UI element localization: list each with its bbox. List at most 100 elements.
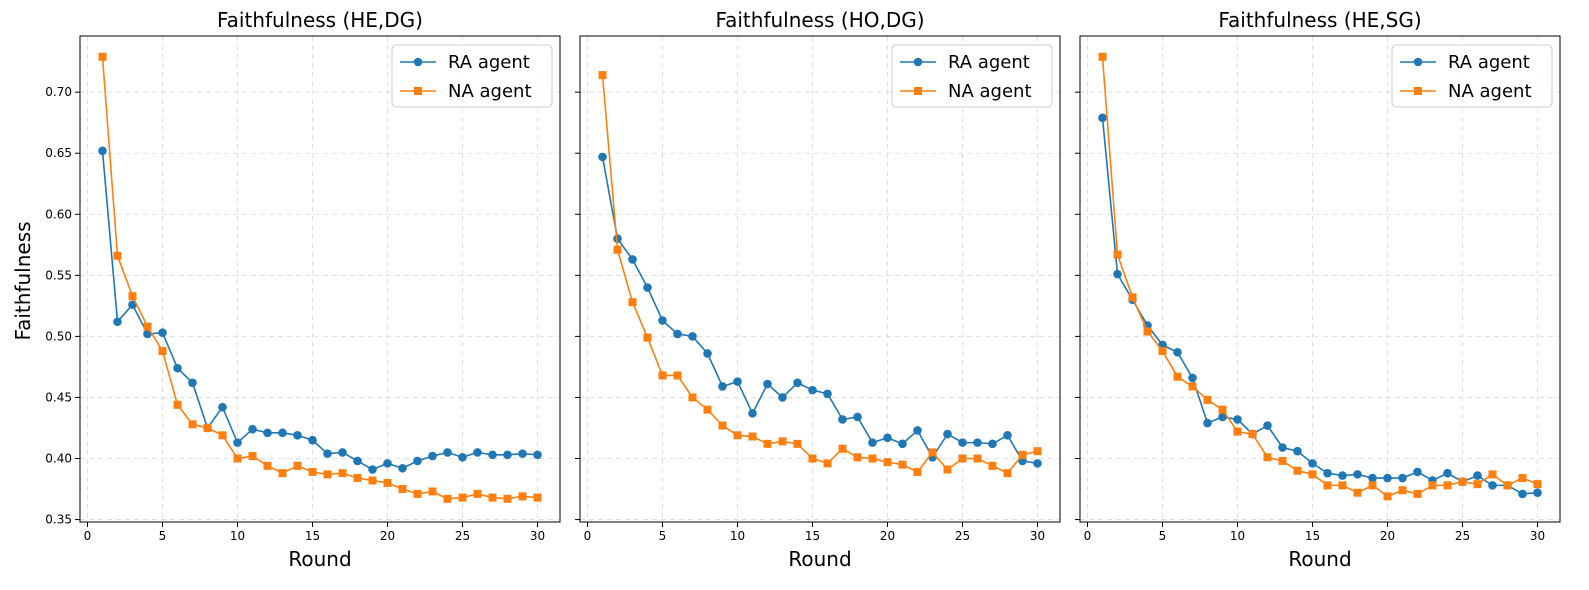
panel-title: Faithfulness (HE,SG) [1218, 8, 1421, 32]
data-point-ra [473, 448, 482, 457]
data-point-ra [1098, 113, 1107, 123]
data-point-na [1248, 430, 1257, 439]
data-point-na [748, 432, 757, 441]
data-point-na [1323, 481, 1332, 490]
data-point-ra [943, 429, 952, 439]
data-point-na [248, 452, 257, 461]
legend: RA agent NA agent [1391, 44, 1553, 108]
data-point-na [688, 393, 697, 402]
data-point-ra [973, 438, 982, 447]
data-point-ra [673, 329, 682, 339]
data-point-ra [1278, 443, 1287, 452]
data-point-na [1533, 480, 1542, 489]
plot-frame [79, 35, 561, 523]
data-point-ra [613, 234, 622, 244]
data-point-na [1158, 347, 1167, 356]
data-point-na [443, 494, 452, 503]
y-tick-label: 0.50 [45, 329, 72, 343]
data-point-na [1233, 427, 1242, 436]
data-point-ra [823, 389, 832, 399]
data-point-ra [218, 402, 227, 412]
data-point-na [1458, 477, 1467, 486]
series-line-na [1101, 56, 1538, 498]
data-point-na [1398, 486, 1407, 495]
data-point-ra [1518, 489, 1527, 499]
data-point-ra [1293, 446, 1302, 456]
data-point-na [353, 474, 362, 483]
data-point-na [658, 371, 667, 380]
series-line-ra [1101, 117, 1538, 495]
data-point-na [1473, 480, 1482, 489]
x-tick-label: 5 [159, 529, 167, 543]
data-point-na [158, 347, 167, 356]
data-point-ra [793, 378, 802, 388]
data-point-ra [1488, 481, 1497, 490]
legend-marker-ra [413, 57, 423, 67]
data-point-ra [1323, 468, 1332, 478]
data-point-na [1308, 470, 1317, 479]
series-line-ra [101, 150, 538, 471]
data-point-ra [643, 283, 652, 292]
data-point-na [503, 494, 512, 503]
data-point-ra [1233, 415, 1242, 424]
data-point-na [128, 292, 137, 301]
x-tick-label: 30 [530, 529, 545, 543]
data-point-na [98, 52, 107, 61]
data-point-na [823, 459, 832, 468]
data-point-na [1128, 293, 1137, 302]
data-point-na [1173, 372, 1182, 381]
data-point-ra [173, 363, 182, 373]
data-point-na [1003, 469, 1012, 478]
x-tick-label: 15 [805, 529, 820, 543]
x-axis-label: Round [288, 547, 351, 571]
data-point-na [458, 493, 467, 502]
x-tick-label: 25 [1455, 529, 1470, 543]
data-point-ra [368, 465, 377, 474]
data-point-ra [748, 409, 757, 418]
x-tick-label: 5 [1159, 529, 1167, 543]
plot-frame [579, 35, 1061, 523]
data-point-ra [158, 328, 167, 338]
x-tick-label: 5 [659, 529, 667, 543]
y-tick-label: 0.35 [45, 513, 72, 527]
data-point-na [338, 469, 347, 478]
x-axis-label: Round [1288, 547, 1351, 571]
data-point-ra [248, 424, 257, 434]
data-point-ra [1113, 269, 1122, 279]
data-point-na [1443, 481, 1452, 490]
legend-marker-na [414, 87, 422, 95]
data-point-ra [1188, 373, 1197, 383]
data-point-na [1413, 489, 1422, 498]
data-point-ra [533, 450, 542, 460]
data-point-ra [1353, 470, 1362, 479]
data-point-na [613, 245, 622, 254]
panel-3: 0 5 10 15 20 25 30 Faithfulness (HE,SG) Round RA … [1075, 8, 1561, 571]
data-point-na [1338, 481, 1347, 490]
data-point-ra [1203, 418, 1212, 428]
legend: RA agent NA agent [391, 44, 553, 108]
x-tick-label: 25 [955, 529, 970, 543]
data-point-na [628, 298, 637, 307]
data-point-ra [1383, 473, 1392, 483]
y-tick-label: 0.60 [45, 207, 72, 221]
data-point-na [958, 454, 967, 463]
x-tick-label: 20 [880, 529, 895, 543]
panel-title: Faithfulness (HE,DG) [217, 8, 423, 32]
data-point-ra [718, 382, 727, 391]
data-point-na [868, 454, 877, 463]
data-point-na [143, 322, 152, 331]
data-point-na [1353, 488, 1362, 497]
y-tick-label: 0.45 [45, 390, 72, 404]
data-point-ra [868, 438, 877, 447]
data-point-ra [1003, 431, 1012, 440]
data-point-ra [1413, 467, 1422, 477]
data-point-ra [188, 378, 197, 388]
data-point-na [928, 448, 937, 457]
data-point-na [278, 469, 287, 478]
data-point-ra [518, 449, 527, 458]
data-point-na [308, 467, 317, 476]
data-point-na [1503, 481, 1512, 490]
data-point-ra [1533, 488, 1542, 497]
data-point-ra [398, 463, 407, 473]
